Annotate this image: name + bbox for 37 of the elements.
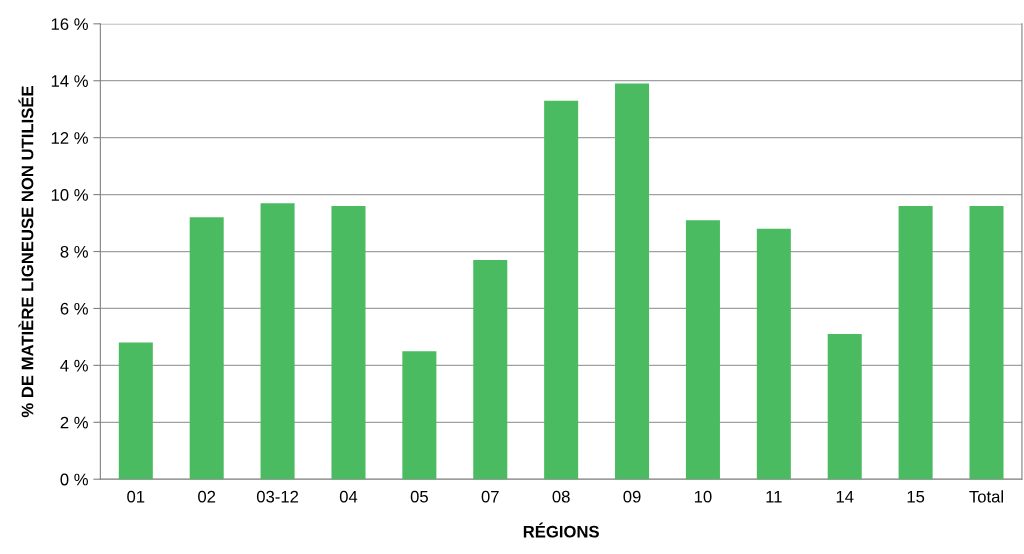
bar xyxy=(118,342,153,480)
y-tick-label: 6 % xyxy=(60,302,88,315)
y-tick-label: 10 % xyxy=(51,188,88,201)
bar xyxy=(898,205,933,480)
y-tick-label: 4 % xyxy=(60,359,88,372)
bar xyxy=(685,220,720,480)
x-tick-label: 03-12 xyxy=(256,490,299,503)
bar xyxy=(615,83,650,480)
x-tick-label: 15 xyxy=(907,490,925,503)
x-axis-title: RÉGIONS xyxy=(523,522,599,538)
x-tick-label: 01 xyxy=(127,490,145,503)
x-tick-label: Total xyxy=(969,490,1003,503)
bar xyxy=(331,205,366,480)
bar xyxy=(260,203,295,480)
bar xyxy=(544,100,579,480)
bar xyxy=(189,217,224,480)
x-tick-label: 10 xyxy=(694,490,712,503)
x-tick-label: 14 xyxy=(836,490,854,503)
y-tick-label: 8 % xyxy=(60,245,88,258)
y-tick-label: 2 % xyxy=(60,416,88,429)
y-axis-title: % DE MATIÈRE LIGNEUSE NON UTILISÉE xyxy=(18,86,34,418)
bar xyxy=(969,205,1004,480)
bar xyxy=(402,351,437,480)
y-tick-label: 14 % xyxy=(51,75,88,87)
x-tick-label: 08 xyxy=(552,490,570,503)
x-tick-label: 04 xyxy=(339,490,358,503)
y-tick-label: 12 % xyxy=(51,132,88,144)
x-tick-label: 05 xyxy=(410,490,428,503)
x-tick-label: 11 xyxy=(766,490,782,503)
x-tick-label: 02 xyxy=(198,490,216,503)
bar xyxy=(756,228,791,480)
x-tick-label: 09 xyxy=(623,490,641,503)
y-tick-label: 16 % xyxy=(51,18,88,31)
x-tick-label: 07 xyxy=(481,490,499,503)
y-tick-label: 0 % xyxy=(60,473,88,486)
bar xyxy=(473,260,508,480)
bar xyxy=(827,334,862,480)
